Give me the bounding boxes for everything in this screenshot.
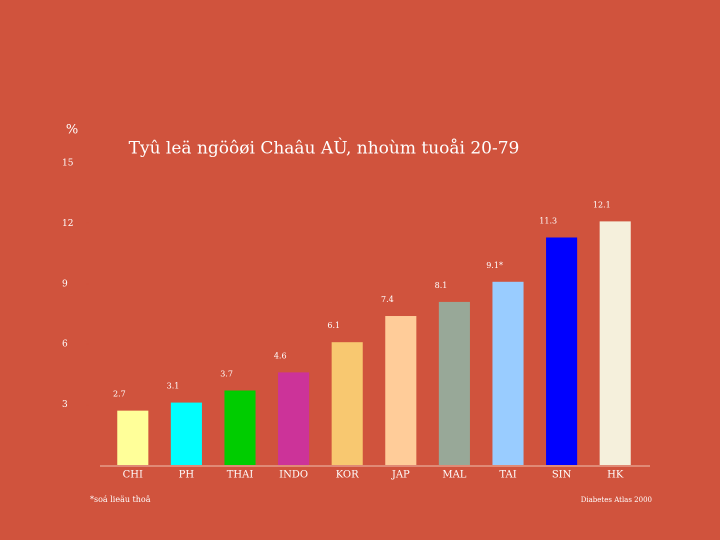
x-tick-label: SIN [552, 470, 572, 481]
value-label: 12.1 [593, 200, 611, 209]
y-tick-label: 12 [62, 219, 73, 229]
bar [170, 402, 202, 465]
value-label: 11.3 [539, 216, 557, 225]
bar [492, 281, 524, 465]
y-tick-label: 6 [62, 340, 68, 350]
value-label: 3.1 [167, 382, 180, 391]
bar [599, 221, 631, 465]
bar [438, 301, 470, 465]
y-tick-label: 3 [62, 400, 68, 410]
value-label: 2.7 [113, 390, 126, 399]
x-tick-label: CHI [123, 470, 143, 481]
bar [546, 237, 578, 465]
x-tick-label: PH [179, 470, 195, 481]
value-label: 7.4 [381, 295, 394, 304]
x-tick-label: INDO [279, 470, 308, 481]
x-tick-label: TAI [499, 470, 516, 481]
value-label: 4.6 [274, 351, 287, 360]
bar [117, 410, 149, 465]
value-label: 6.1 [327, 321, 340, 330]
value-label: 8.1 [435, 281, 448, 290]
source: Diabetes Atlas 2000 [581, 496, 652, 504]
x-tick-label: THAI [227, 470, 254, 481]
value-label: 9.1* [486, 261, 503, 270]
y-axis-label: % [66, 123, 78, 138]
x-tick-label: JAP [391, 470, 410, 481]
bar [224, 390, 256, 465]
chart-title: Tyû leä ngöôøi Chaâu AÙ, nhoùm tuoåi 20-… [129, 138, 520, 159]
value-label: 3.7 [220, 370, 233, 379]
bar [278, 372, 310, 465]
x-tick-label: KOR [336, 470, 359, 481]
bar [331, 342, 363, 465]
footnote: *soá lieäu thoâ [90, 495, 151, 504]
x-tick-label: HK [607, 470, 624, 481]
y-tick-label: 15 [62, 159, 74, 169]
x-tick-label: MAL [442, 470, 466, 481]
bar [385, 316, 417, 465]
y-tick-label: 9 [62, 279, 68, 289]
